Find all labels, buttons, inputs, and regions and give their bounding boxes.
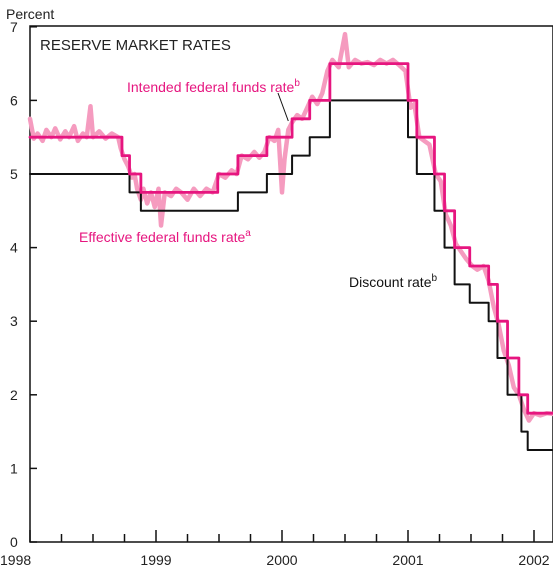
annotation-effective-sup: a bbox=[245, 228, 251, 239]
plot-frame bbox=[29, 25, 553, 543]
annotation-discount-text: Discount rate bbox=[349, 274, 432, 290]
x-tick-label: 2001 bbox=[392, 552, 423, 568]
plot-area bbox=[29, 25, 553, 543]
x-tick-label: 1999 bbox=[140, 552, 171, 568]
annotation-intended-sup: b bbox=[294, 78, 300, 89]
series-line-intended bbox=[28, 62, 553, 415]
series-line-discount bbox=[29, 99, 553, 451]
x-tick-label: 2002 bbox=[518, 552, 549, 568]
y-tick-label: 0 bbox=[10, 534, 18, 550]
y-tick-label: 2 bbox=[10, 387, 18, 403]
y-tick-label: 3 bbox=[10, 313, 18, 329]
y-axis-unit-label: Percent bbox=[6, 6, 54, 22]
y-tick-label: 4 bbox=[10, 240, 18, 256]
y-axis: 0 1 2 3 4 5 6 7 bbox=[10, 19, 37, 550]
y-tick-label: 5 bbox=[10, 166, 18, 182]
annotation-effective-rate: Effective federal funds ratea bbox=[79, 228, 251, 245]
annotation-intended-rate: Intended federal funds rateb bbox=[127, 78, 300, 95]
annotation-effective-text: Effective federal funds rate bbox=[79, 229, 245, 245]
series-layer bbox=[27, 31, 553, 451]
y-tick-label: 7 bbox=[10, 19, 18, 35]
annotation-discount-rate: Discount rateb bbox=[349, 273, 437, 290]
x-tick-label: 2000 bbox=[266, 552, 297, 568]
y-tick-label: 6 bbox=[10, 92, 18, 108]
annotation-discount-sup: b bbox=[431, 273, 437, 284]
annotation-leaders bbox=[277, 92, 289, 122]
intended-rate-leader bbox=[277, 92, 289, 122]
x-axis: 1998 1999 2000 2001 2002 bbox=[0, 530, 550, 568]
x-tick-label: 1998 bbox=[0, 552, 31, 568]
annotation-intended-text: Intended federal funds rate bbox=[127, 79, 295, 95]
y-tick-label: 1 bbox=[10, 460, 18, 476]
panel-title: RESERVE MARKET RATES bbox=[40, 37, 231, 54]
